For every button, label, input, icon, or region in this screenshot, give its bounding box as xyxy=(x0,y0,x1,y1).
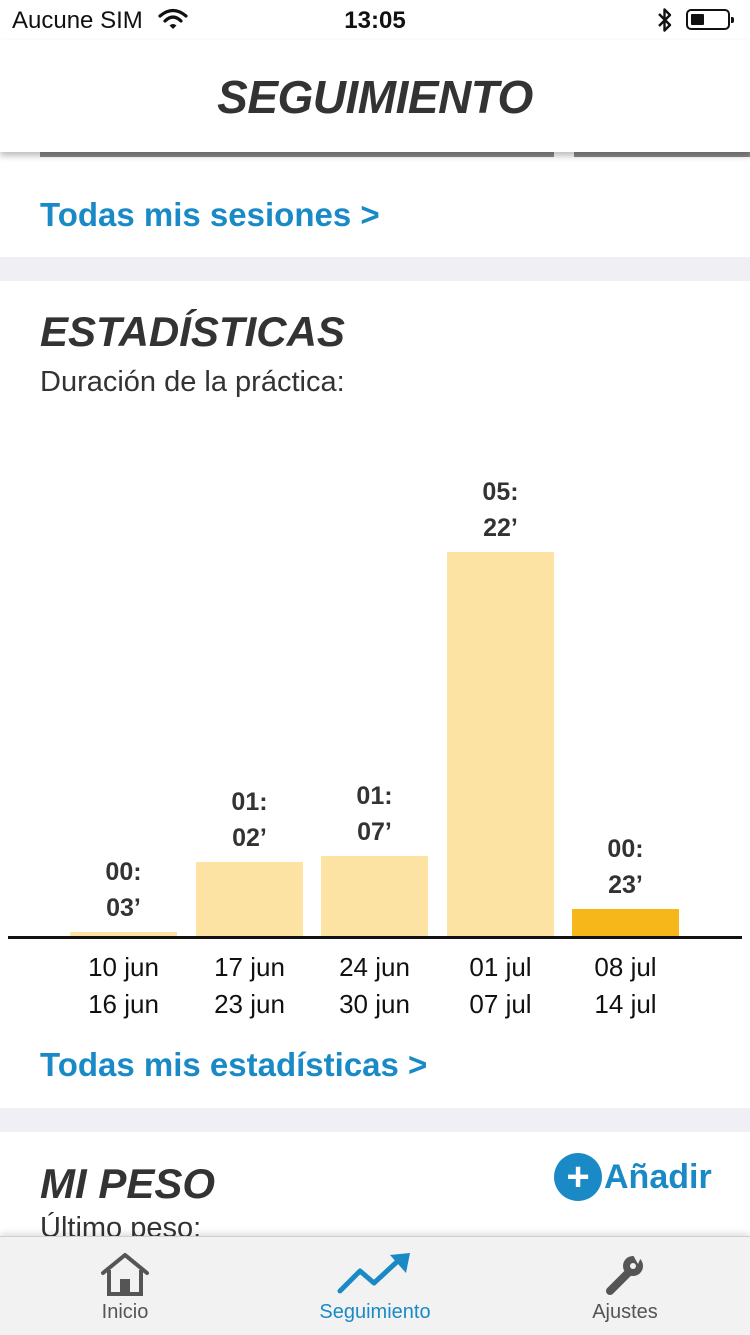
tab-label: Inicio xyxy=(101,1301,149,1323)
tab-ajustes[interactable]: Ajustes xyxy=(500,1237,750,1335)
add-weight-label: Añadir xyxy=(604,1157,712,1196)
week-label-line: 16 jun xyxy=(88,989,159,1019)
week-label-line: 10 jun xyxy=(88,952,159,982)
bar-value-label: 05: 22’ xyxy=(441,474,561,546)
wifi-icon xyxy=(158,8,188,35)
week-label-line: 24 jun xyxy=(339,952,410,982)
week-label-line: 30 jun xyxy=(339,989,410,1019)
bar-value-line: 01: xyxy=(356,782,393,810)
status-time: 13:05 xyxy=(344,7,406,34)
page-title: SEGUIMIENTO xyxy=(217,71,533,123)
tab-inicio[interactable]: Inicio xyxy=(0,1237,250,1335)
chart-baseline xyxy=(8,936,742,939)
home-icon xyxy=(0,1251,250,1297)
statistics-title: ESTADÍSTICAS xyxy=(40,308,345,355)
all-statistics-link[interactable]: Todas mis estadísticas > xyxy=(40,1046,428,1083)
week-label: 10 jun 16 jun xyxy=(61,949,187,1023)
week-label-line: 01 jul xyxy=(469,952,532,982)
statistics-subtitle: Duración de la práctica: xyxy=(40,366,345,398)
bar-value-label: 01: 07’ xyxy=(315,778,435,850)
week-label-line: 07 jul xyxy=(469,989,532,1019)
section-divider xyxy=(0,1108,750,1132)
bar-value-label: 00: 03’ xyxy=(64,854,184,926)
week-label: 17 jun 23 jun xyxy=(187,949,313,1023)
nav-header: SEGUIMIENTO xyxy=(0,40,750,152)
chart-bar[interactable] xyxy=(572,909,679,936)
add-weight-button[interactable]: + Añadir xyxy=(554,1152,712,1202)
tab-label: Ajustes xyxy=(592,1301,658,1323)
section-divider xyxy=(0,257,750,281)
bar-value-line: 22’ xyxy=(483,514,518,542)
plus-icon: + xyxy=(554,1153,602,1201)
week-label-line: 08 jul xyxy=(594,952,657,982)
week-label: 24 jun 30 jun xyxy=(312,949,438,1023)
trend-icon xyxy=(250,1251,500,1297)
bar-value-line: 23’ xyxy=(608,871,643,899)
chart-bar[interactable] xyxy=(321,856,428,936)
bar-value-label: 01: 02’ xyxy=(190,784,310,856)
practice-duration-chart: 00: 03’ 10 jun 16 jun 01: 02’ 17 jun 23 jun 01: 0… xyxy=(0,430,750,1030)
week-label: 08 jul 14 jul xyxy=(563,949,689,1023)
status-bar: Aucune SIM 13:05 xyxy=(0,0,750,40)
chart-bar[interactable] xyxy=(447,552,554,936)
chart-bar[interactable] xyxy=(70,932,177,936)
bar-value-line: 03’ xyxy=(106,894,141,922)
bluetooth-icon xyxy=(656,6,674,39)
bar-value-line: 01: xyxy=(231,788,268,816)
week-label-line: 17 jun xyxy=(214,952,285,982)
carrier-label: Aucune SIM xyxy=(12,7,143,34)
bar-value-line: 07’ xyxy=(357,818,392,846)
bar-value-line: 00: xyxy=(607,835,644,863)
session-photo[interactable] xyxy=(40,150,554,157)
bar-value-line: 02’ xyxy=(232,824,267,852)
week-label-line: 14 jul xyxy=(594,989,657,1019)
tab-seguimiento[interactable]: Seguimiento xyxy=(250,1237,500,1335)
chart-bar[interactable] xyxy=(196,862,303,936)
wrench-icon xyxy=(500,1251,750,1297)
bar-value-line: 00: xyxy=(105,858,142,886)
session-photo[interactable] xyxy=(574,150,750,157)
week-label-line: 23 jun xyxy=(214,989,285,1019)
bar-value-label: 00: 23’ xyxy=(566,831,686,903)
weight-title: MI PESO xyxy=(40,1160,216,1207)
tab-bar: Inicio Seguimiento Ajustes xyxy=(0,1236,750,1335)
bar-value-line: 05: xyxy=(482,478,519,506)
all-sessions-link[interactable]: Todas mis sesiones > xyxy=(40,196,380,233)
battery-icon xyxy=(686,9,734,30)
week-label: 01 jul 07 jul xyxy=(438,949,564,1023)
tab-label: Seguimiento xyxy=(319,1301,431,1323)
